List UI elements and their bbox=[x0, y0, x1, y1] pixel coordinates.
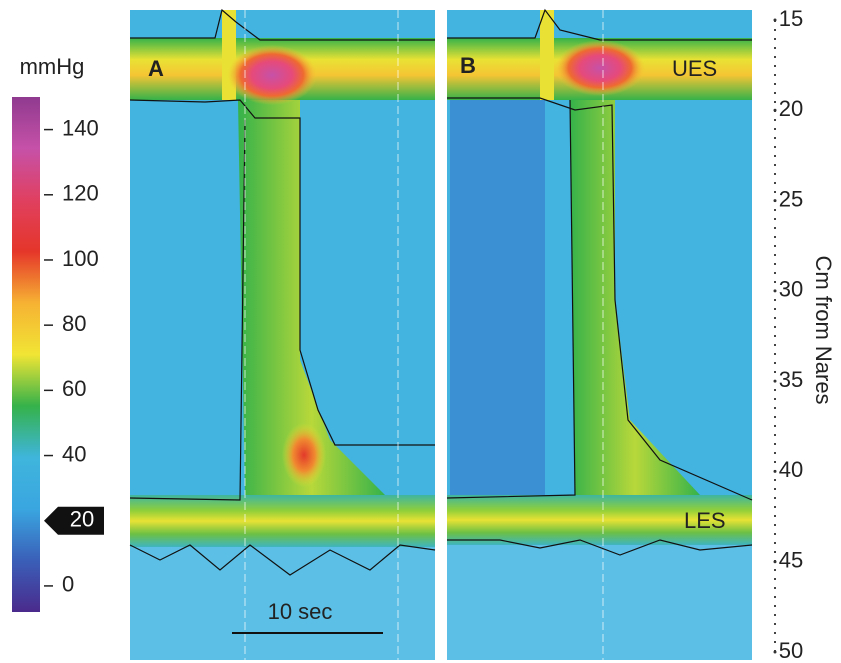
colorbar-tick-label: 60 bbox=[62, 376, 86, 401]
colorbar: mmHg 0 40 60 80 100 120 140 20 bbox=[12, 54, 104, 612]
y-axis-title: Cm from Nares bbox=[811, 255, 836, 404]
y-tick bbox=[773, 289, 777, 293]
panel-label: B bbox=[460, 53, 476, 78]
colorbar-tick-label: 80 bbox=[62, 311, 86, 336]
y-tick-label: 30 bbox=[779, 277, 803, 302]
colorbar-label: mmHg bbox=[20, 54, 85, 79]
panel-label: A bbox=[148, 56, 164, 81]
les-label: LES bbox=[684, 508, 726, 533]
y-tick-label: 40 bbox=[779, 457, 803, 482]
colorbar-scale bbox=[12, 97, 40, 612]
y-tick bbox=[773, 108, 777, 112]
panel-a: A 10 sec bbox=[129, 8, 436, 660]
y-tick-label: 35 bbox=[779, 367, 803, 392]
y-tick bbox=[773, 379, 777, 383]
y-tick-label: 45 bbox=[779, 548, 803, 573]
panel-b: B UES LES bbox=[446, 8, 753, 660]
isobar-label: 20 bbox=[70, 507, 94, 532]
colorbar-tick-label: 120 bbox=[62, 181, 99, 206]
y-tick-label: 25 bbox=[779, 186, 803, 211]
y-tick-label: 50 bbox=[779, 638, 803, 663]
y-tick bbox=[773, 469, 777, 473]
y-tick bbox=[773, 650, 777, 654]
y-axis: Cm from Nares 15 20 25 30 35 40 45 50 bbox=[773, 6, 836, 663]
isobar-marker bbox=[44, 506, 104, 535]
colorbar-tick-label: 40 bbox=[62, 441, 86, 466]
colorbar-tick-label: 100 bbox=[62, 246, 99, 271]
colorbar-tick-label: 140 bbox=[62, 115, 99, 140]
y-tick-label: 15 bbox=[779, 6, 803, 31]
scale-label: 10 sec bbox=[268, 599, 333, 624]
ues-label: UES bbox=[672, 56, 717, 81]
y-tick bbox=[773, 18, 777, 22]
colorbar-tick-label: 0 bbox=[62, 572, 74, 597]
y-tick-label: 20 bbox=[779, 96, 803, 121]
y-tick bbox=[773, 199, 777, 203]
y-tick bbox=[773, 560, 777, 564]
